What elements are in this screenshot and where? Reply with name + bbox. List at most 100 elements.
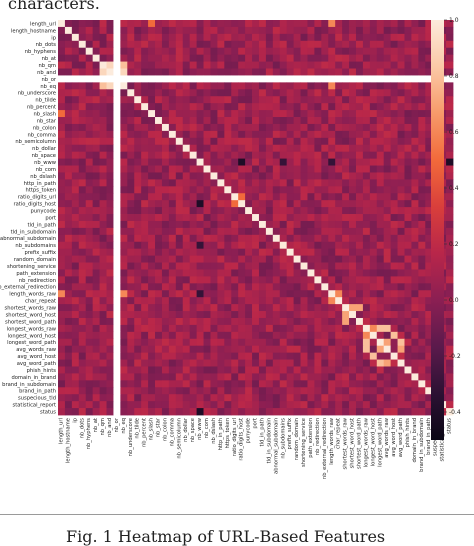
heatmap-cell: [362, 248, 371, 257]
heatmap-cell: [411, 276, 419, 284]
heatmap-cell: [300, 103, 308, 111]
heatmap-cell: [265, 89, 274, 97]
heatmap-cell: [355, 234, 364, 243]
heatmap-cell: [293, 82, 301, 90]
heatmap-cell: [127, 82, 135, 90]
heatmap-cell: [141, 123, 149, 132]
heatmap-cell: [369, 172, 378, 180]
heatmap-cell: [265, 137, 274, 146]
heatmap-cell: [78, 220, 87, 229]
heatmap-cell: [245, 290, 253, 298]
heatmap-cell: [355, 179, 364, 187]
heatmap-cell: [390, 165, 398, 173]
heatmap-cell: [328, 137, 336, 146]
heatmap-cell: [279, 68, 288, 76]
heatmap-cell: [300, 33, 308, 42]
heatmap-cell: [203, 408, 211, 416]
heatmap-cell: [314, 96, 322, 104]
heatmap-cell: [446, 110, 454, 118]
heatmap-cell: [210, 248, 218, 257]
colorbar-tick-label: 0.2: [449, 241, 459, 248]
heatmap-cell: [175, 151, 184, 159]
heatmap-cell: [210, 96, 218, 104]
heatmap-cell: [189, 380, 197, 388]
heatmap-cell: [120, 123, 128, 132]
heatmap-cell: [113, 262, 121, 270]
heatmap-cell: [418, 227, 426, 236]
heatmap-cell: [64, 200, 73, 208]
heatmap-cell: [286, 373, 295, 381]
heatmap-cell: [175, 193, 184, 201]
heatmap-cell: [127, 54, 135, 62]
heatmap-cell: [293, 290, 301, 298]
heatmap-cell: [141, 401, 149, 409]
heatmap-cell: [369, 227, 378, 236]
heatmap-cell: [64, 193, 73, 201]
heatmap-cell: [189, 40, 197, 49]
heatmap-cell: [224, 40, 232, 49]
heatmap-cell: [92, 234, 100, 243]
heatmap-cell: [328, 123, 336, 132]
heatmap-cell: [265, 200, 274, 208]
heatmap-cell: [189, 33, 197, 42]
heatmap-cell: [196, 54, 204, 62]
heatmap-cell: [300, 317, 308, 326]
heatmap-cell: [134, 207, 142, 215]
heatmap-cell: [127, 290, 135, 298]
heatmap-cell: [106, 61, 114, 69]
heatmap-cell: [148, 193, 156, 201]
heatmap-cell: [265, 172, 274, 180]
heatmap-cell: [71, 359, 80, 367]
heatmap-cell: [224, 179, 232, 187]
heatmap-cell: [383, 75, 392, 83]
heatmap-cell: [92, 40, 100, 49]
heatmap-cell: [383, 290, 392, 298]
heatmap-cell: [425, 380, 433, 388]
heatmap-cell: [362, 283, 371, 291]
heatmap-cell: [300, 123, 308, 132]
heatmap-cell: [335, 186, 343, 194]
heatmap-cell: [321, 110, 329, 118]
heatmap-cell: [293, 54, 301, 62]
heatmap-cell: [106, 394, 114, 402]
heatmap-cell: [293, 220, 301, 229]
heatmap-cell: [92, 193, 100, 201]
heatmap-cell: [113, 214, 121, 222]
heatmap-cell: [78, 248, 87, 257]
heatmap-cell: [418, 345, 426, 354]
heatmap-cell: [300, 61, 308, 69]
heatmap-cell: [397, 200, 405, 208]
row-label: path_extension: [16, 271, 56, 277]
heatmap-cell: [141, 234, 149, 243]
heatmap-cell: [99, 227, 107, 236]
heatmap-cell: [328, 130, 336, 139]
heatmap-cell: [349, 317, 357, 326]
heatmap-cell: [189, 324, 197, 333]
heatmap-cell: [411, 220, 419, 229]
heatmap-cell: [258, 387, 267, 395]
heatmap-cell: [411, 408, 419, 416]
heatmap-cell: [369, 40, 378, 49]
heatmap-cell: [321, 172, 329, 180]
heatmap-cell: [92, 158, 100, 166]
heatmap-cell: [376, 130, 385, 139]
heatmap-cell: [189, 96, 197, 104]
heatmap-cell: [64, 401, 73, 409]
heatmap-cell: [252, 220, 260, 229]
heatmap-cell: [397, 311, 405, 319]
heatmap-cell: [127, 255, 135, 263]
heatmap-cell: [155, 172, 163, 180]
heatmap-cell: [120, 387, 128, 395]
heatmap-cell: [245, 227, 253, 236]
heatmap-cell: [217, 200, 225, 208]
heatmap-cell: [85, 234, 94, 243]
heatmap-cell: [355, 20, 364, 28]
heatmap-cell: [161, 366, 170, 374]
heatmap-cell: [252, 186, 260, 194]
heatmap-cell: [85, 186, 94, 194]
heatmap-cell: [362, 345, 371, 354]
heatmap-cell: [245, 40, 253, 49]
heatmap-cell: [307, 345, 315, 354]
heatmap-cell: [279, 193, 288, 201]
heatmap-cell: [99, 137, 107, 146]
